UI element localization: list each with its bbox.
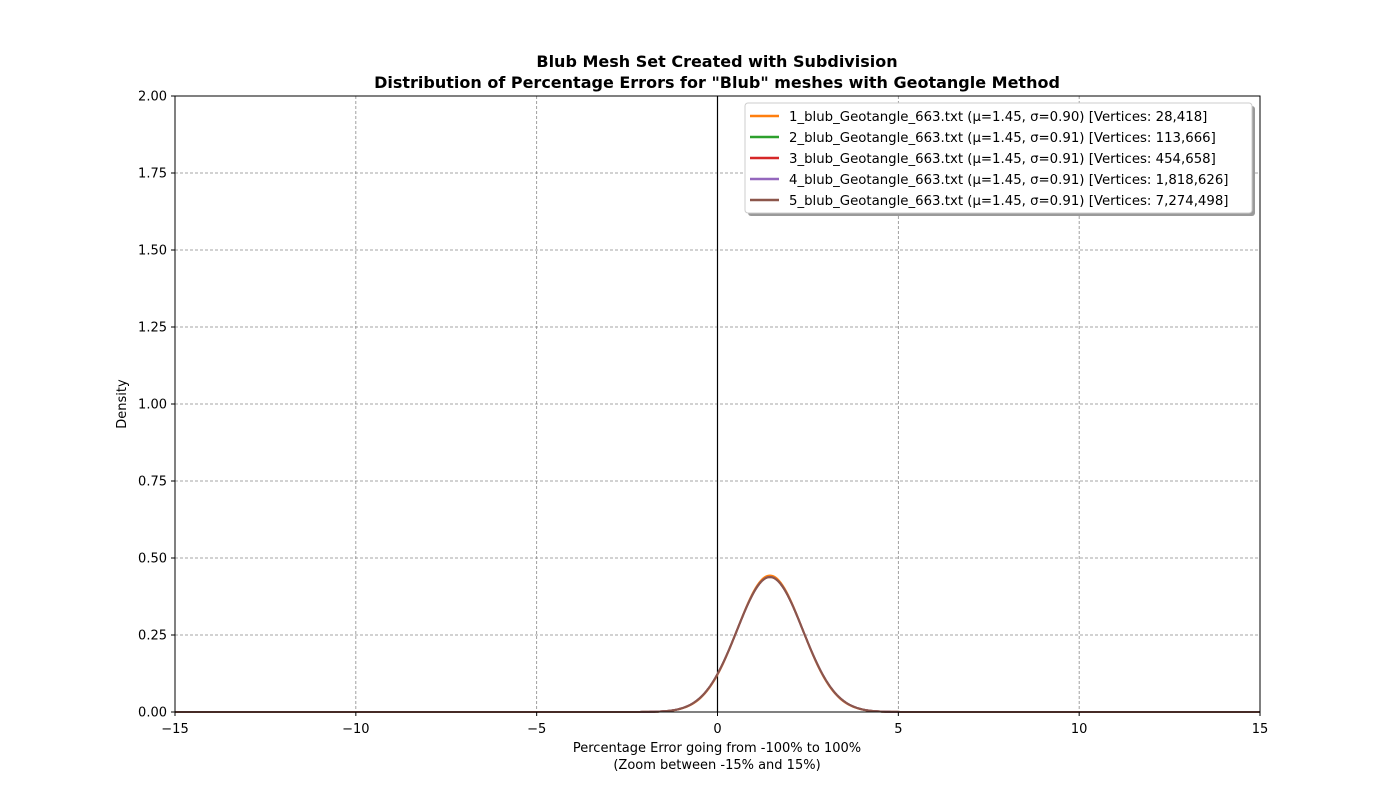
legend-entry-label: 4_blub_Geotangle_663.txt (μ=1.45, σ=0.91… [789,173,1229,188]
y-tick-label: 1.75 [138,167,167,182]
x-tick-label: 15 [1252,722,1269,737]
x-tick-label: 10 [1071,722,1088,737]
legend-box [744,102,1253,214]
x-axis-ticks: −15 −10 −5 0 5 10 15 [161,712,1268,737]
y-tick-label: 1.25 [138,321,167,336]
x-tick-label: −10 [342,722,369,737]
y-tick-label: 0.50 [138,552,167,567]
y-axis-ticks: 0.00 0.25 0.50 0.75 1.00 1.25 1.50 1.75 2.00 [138,90,175,721]
y-tick-label: 0.25 [138,629,167,644]
y-tick-label: 1.00 [138,398,167,413]
y-tick-label: 1.50 [138,244,167,259]
y-tick-label: 0.75 [138,475,167,490]
legend-entry-label: 3_blub_Geotangle_663.txt (μ=1.45, σ=0.91… [789,152,1216,167]
x-tick-label: 0 [713,722,721,737]
x-axis-label-zoom-note: (Zoom between -15% and 15%) [613,758,820,773]
y-axis-label: Density [115,379,130,429]
y-tick-label: 0.00 [138,706,167,721]
legend-entry-label: 2_blub_Geotangle_663.txt (μ=1.45, σ=0.91… [789,131,1216,146]
chart-title: Blub Mesh Set Created with Subdivision [536,52,897,71]
x-axis-label: Percentage Error going from -100% to 100… [573,741,861,756]
legend-entry-label: 5_blub_Geotangle_663.txt (μ=1.45, σ=0.91… [789,194,1229,209]
y-tick-label: 2.00 [138,90,167,105]
x-tick-label: −15 [161,722,188,737]
chart-subtitle: Distribution of Percentage Errors for "B… [374,73,1060,92]
legend-entry-label: 1_blub_Geotangle_663.txt (μ=1.45, σ=0.90… [789,110,1207,125]
x-tick-label: −5 [527,722,546,737]
legend: 1_blub_Geotangle_663.txt (μ=1.45, σ=0.90… [744,102,1255,216]
x-tick-label: 5 [894,722,902,737]
